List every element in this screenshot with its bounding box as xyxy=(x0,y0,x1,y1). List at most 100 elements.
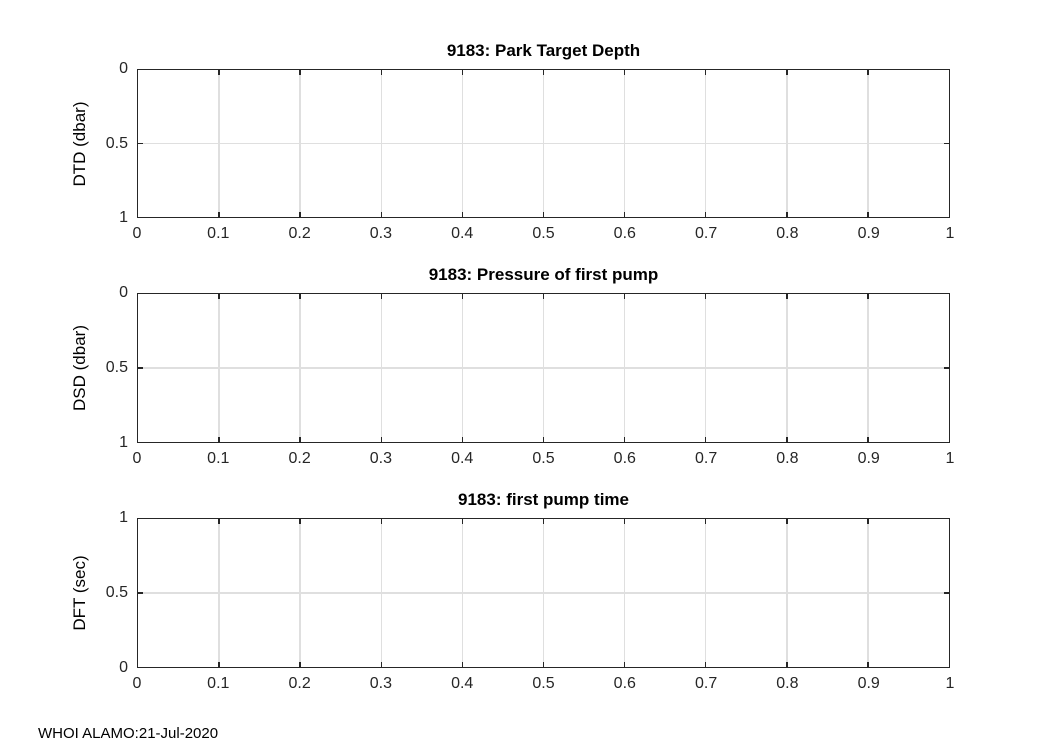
y-tick-mark-right xyxy=(944,592,949,594)
x-tick-label: 0.4 xyxy=(451,450,474,467)
x-tick-mark-bottom xyxy=(623,437,626,442)
y-tick-mark-left xyxy=(138,592,143,594)
plot-box xyxy=(137,293,950,443)
footer-stamp: WHOI ALAMO:21-Jul-2020 xyxy=(38,725,219,742)
x-tick-label: 0.2 xyxy=(288,675,311,692)
x-tick-label: 0 xyxy=(132,225,142,242)
x-tick-mark-bottom xyxy=(299,212,301,217)
x-tick-label: 0.8 xyxy=(776,450,799,467)
y-tick-label: 0.5 xyxy=(105,134,128,152)
x-tick-label: 0.4 xyxy=(451,675,474,692)
x-tick-mark-bottom xyxy=(623,662,626,667)
y-tick-label: 1 xyxy=(119,434,128,451)
x-tick-mark-bottom xyxy=(542,437,545,442)
x-tick-label: 0.1 xyxy=(207,225,230,242)
x-tick-mark-bottom xyxy=(704,662,707,667)
x-tick-label: 0.9 xyxy=(857,225,880,242)
x-tick-mark-top xyxy=(218,519,220,524)
x-tick-label: 0 xyxy=(132,450,142,467)
x-tick-mark-top xyxy=(299,519,301,524)
plot-box xyxy=(137,69,950,218)
plot-box xyxy=(137,518,950,668)
x-tick-label: 0 xyxy=(132,675,142,692)
y-tick-label: 0 xyxy=(119,659,128,676)
x-tick-label: 0.9 xyxy=(857,675,880,692)
gridline-y xyxy=(138,142,949,145)
x-tick-mark-top xyxy=(299,70,301,75)
y-tick-label: 0 xyxy=(119,60,128,77)
x-tick-mark-top xyxy=(867,294,869,299)
x-tick-mark-bottom xyxy=(623,212,626,217)
x-tick-mark-bottom xyxy=(786,212,788,217)
x-tick-label: 0.3 xyxy=(369,675,393,692)
y-tick-label: 1 xyxy=(119,209,128,226)
x-tick-mark-bottom xyxy=(542,662,545,667)
x-tick-mark-bottom xyxy=(461,212,464,217)
x-tick-mark-top xyxy=(542,70,545,75)
x-tick-mark-bottom xyxy=(542,212,545,217)
x-tick-mark-bottom xyxy=(704,437,707,442)
x-tick-label: 1 xyxy=(945,450,955,467)
x-tick-mark-bottom xyxy=(867,212,869,217)
x-tick-label: 0.5 xyxy=(532,675,555,692)
x-tick-mark-bottom xyxy=(218,437,220,442)
x-tick-label: 1 xyxy=(945,225,955,242)
x-tick-label: 0.2 xyxy=(288,450,311,467)
x-tick-label: 1 xyxy=(945,675,955,692)
x-tick-label: 0.5 xyxy=(532,225,555,242)
y-tick-mark-left xyxy=(138,367,143,369)
gridline-y xyxy=(138,367,949,369)
x-tick-label: 0.7 xyxy=(694,450,718,467)
y-tick-label: 0 xyxy=(119,284,128,301)
x-tick-label: 0.2 xyxy=(288,225,311,242)
y-tick-label: 0.5 xyxy=(105,359,128,376)
y-tick-mark-left xyxy=(138,142,143,145)
x-tick-mark-top xyxy=(380,294,383,299)
subplot-title: 9183: Pressure of first pump xyxy=(428,265,659,284)
x-tick-mark-top xyxy=(299,294,301,299)
x-tick-mark-top xyxy=(704,519,707,524)
x-tick-mark-top xyxy=(623,294,626,299)
x-tick-mark-top xyxy=(623,70,626,75)
x-tick-mark-top xyxy=(704,70,707,75)
subplot-title: 9183: Park Target Depth xyxy=(446,41,641,60)
y-tick-mark-right xyxy=(944,367,949,369)
x-tick-label: 0.1 xyxy=(207,675,230,692)
x-tick-mark-top xyxy=(380,70,383,75)
x-tick-mark-top xyxy=(867,519,869,524)
x-tick-mark-bottom xyxy=(461,662,464,667)
x-tick-mark-top xyxy=(867,70,869,75)
x-tick-mark-bottom xyxy=(218,662,220,667)
x-tick-label: 0.4 xyxy=(451,225,474,242)
x-tick-mark-top xyxy=(542,294,545,299)
x-tick-label: 0.5 xyxy=(532,450,555,467)
x-tick-mark-top xyxy=(461,294,464,299)
x-tick-mark-bottom xyxy=(380,437,383,442)
x-tick-label: 0.8 xyxy=(776,225,799,242)
y-tick-mark-right xyxy=(944,142,949,145)
x-tick-label: 0.7 xyxy=(694,225,718,242)
x-tick-mark-bottom xyxy=(218,212,220,217)
x-tick-label: 0.9 xyxy=(857,450,880,467)
subplot-title: 9183: first pump time xyxy=(458,490,629,509)
x-tick-mark-top xyxy=(786,294,788,299)
x-tick-label: 0.6 xyxy=(613,225,636,242)
y-tick-label: 0.5 xyxy=(105,584,128,601)
x-tick-mark-top xyxy=(218,294,220,299)
x-tick-mark-bottom xyxy=(786,437,788,442)
x-tick-label: 0.8 xyxy=(776,675,799,692)
x-tick-mark-top xyxy=(461,519,464,524)
y-tick-label: 1 xyxy=(119,509,128,526)
x-tick-mark-top xyxy=(623,519,626,524)
x-tick-mark-bottom xyxy=(380,212,383,217)
x-tick-label: 0.6 xyxy=(613,675,636,692)
x-tick-mark-top xyxy=(786,70,788,75)
x-tick-label: 0.1 xyxy=(207,450,230,467)
x-tick-mark-bottom xyxy=(704,212,707,217)
x-tick-mark-top xyxy=(786,519,788,524)
x-tick-mark-top xyxy=(380,519,383,524)
x-tick-label: 0.6 xyxy=(613,450,636,467)
x-tick-mark-bottom xyxy=(380,662,383,667)
x-tick-mark-bottom xyxy=(299,437,301,442)
